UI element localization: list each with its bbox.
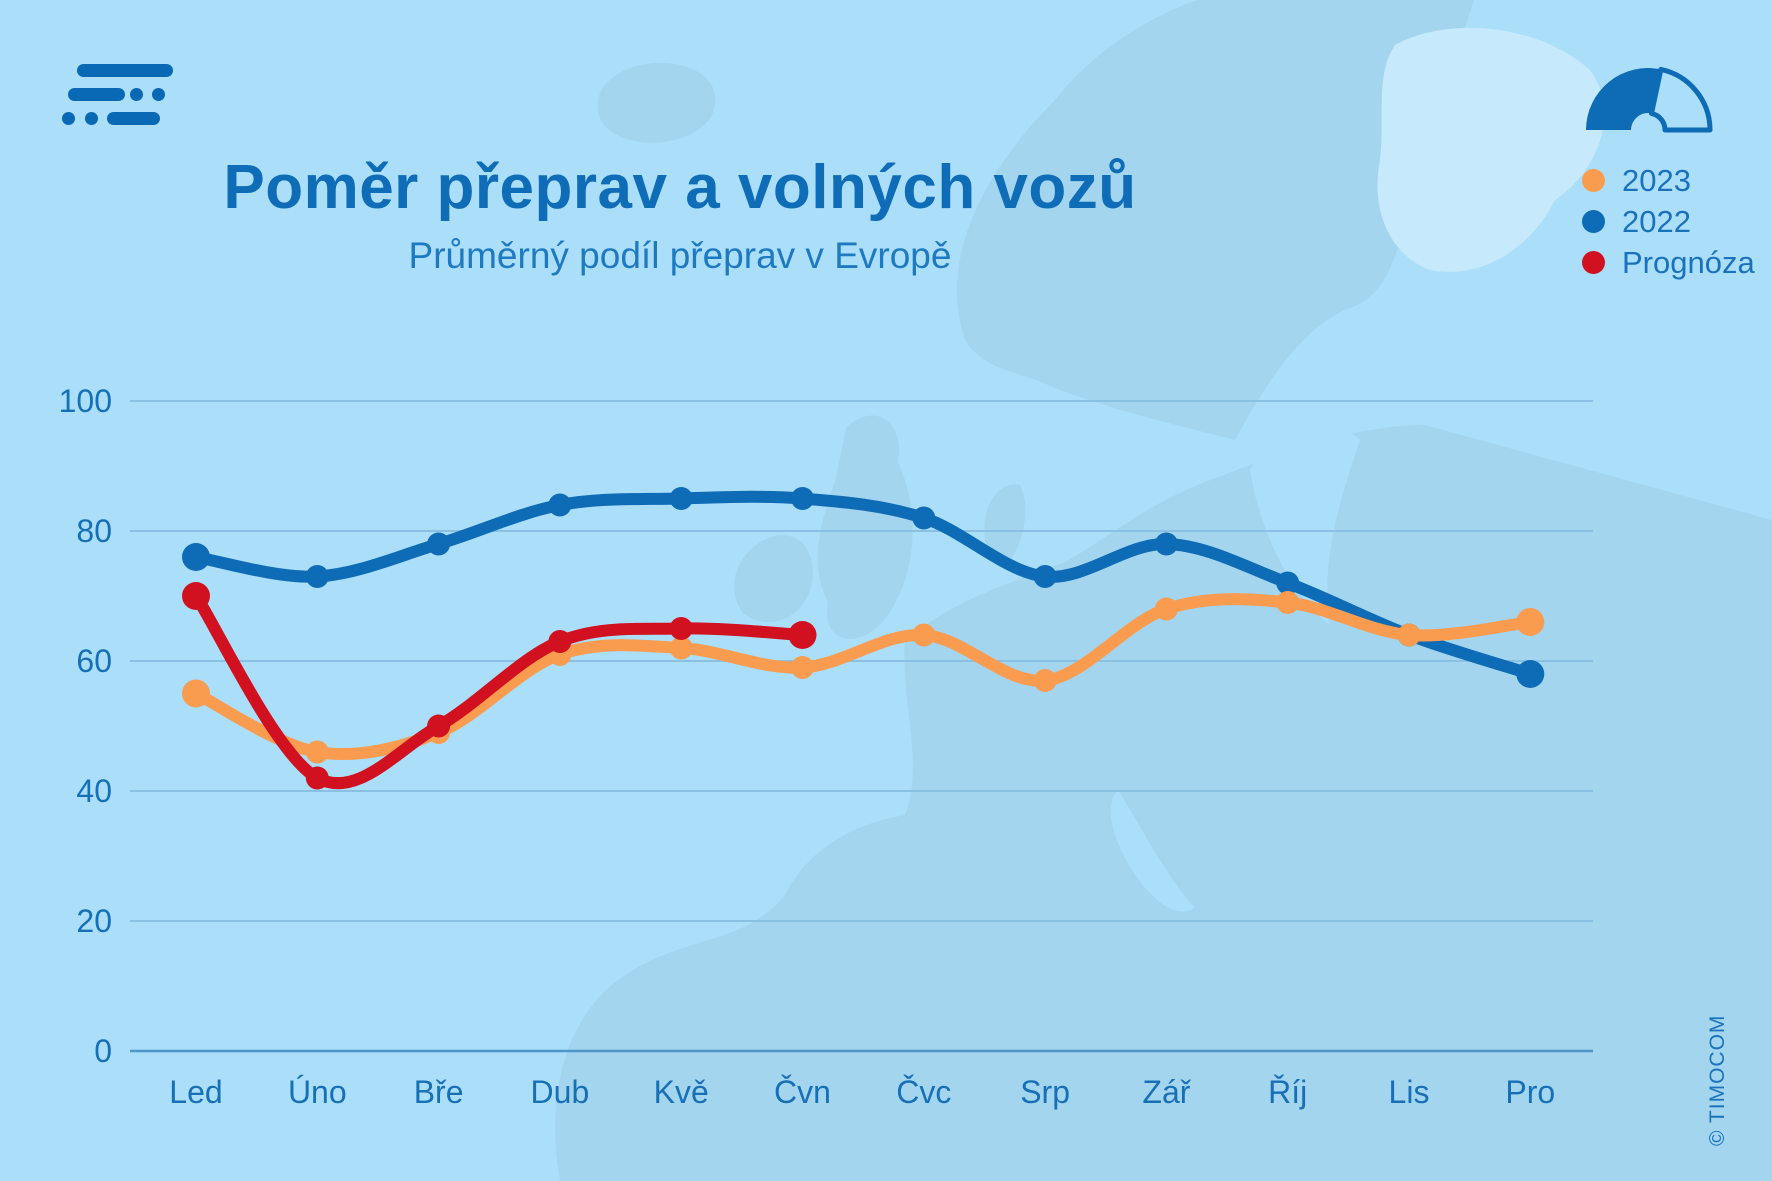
legend-dot-2023 bbox=[1582, 169, 1605, 192]
map-great-britain bbox=[817, 415, 913, 639]
data-point-2022-Dub bbox=[548, 493, 572, 517]
y-axis-label-20: 20 bbox=[76, 903, 112, 939]
legend-item-2022: 2022 bbox=[1582, 201, 1755, 242]
legend-label-prognoza: Prognóza bbox=[1622, 244, 1755, 280]
legend-item-prognoza: Prognóza bbox=[1582, 242, 1755, 283]
data-point-Prognóza-Kvě bbox=[669, 617, 693, 640]
speedometer-gauge-icon bbox=[1586, 66, 1713, 133]
data-point-2022-Pro bbox=[1516, 660, 1545, 688]
data-point-2022-Zář bbox=[1154, 532, 1178, 556]
map-baltic-sea bbox=[1250, 423, 1360, 625]
x-axis-label-Pro: Pro bbox=[1505, 1074, 1555, 1110]
data-point-Prognóza-Led bbox=[182, 582, 210, 610]
copyright-text: © TIMOCOM bbox=[1706, 1014, 1729, 1146]
map-ireland bbox=[734, 535, 813, 623]
x-axis-label-Dub: Dub bbox=[531, 1074, 590, 1110]
data-point-2023-Lis bbox=[1397, 623, 1421, 647]
logo-dot bbox=[130, 88, 143, 101]
gauge-filled-sector bbox=[1586, 68, 1661, 130]
data-point-2023-Říj bbox=[1276, 591, 1300, 614]
data-point-2022-Úno bbox=[305, 565, 329, 588]
data-point-2022-Čvc bbox=[912, 506, 936, 530]
x-axis-label-Úno: Úno bbox=[288, 1074, 347, 1110]
data-point-2023-Úno bbox=[305, 740, 329, 764]
data-point-2023-Pro bbox=[1516, 608, 1545, 636]
chart-legend: 2023 2022 Prognóza bbox=[1582, 160, 1755, 283]
legend-label-2022: 2022 bbox=[1622, 203, 1691, 239]
data-point-2022-Kvě bbox=[669, 487, 693, 510]
x-axis-label-Kvě: Kvě bbox=[654, 1074, 709, 1110]
data-point-2022-Říj bbox=[1276, 571, 1300, 595]
data-point-2023-Led bbox=[182, 679, 210, 708]
x-axis-label-Lis: Lis bbox=[1389, 1074, 1430, 1110]
logo-bar bbox=[77, 64, 173, 77]
map-norway-highlight bbox=[1377, 27, 1605, 272]
x-axis-label-Říj: Říj bbox=[1268, 1074, 1307, 1110]
data-point-2023-Srp bbox=[1033, 669, 1057, 692]
x-axis-label-Čvc: Čvc bbox=[896, 1074, 951, 1110]
data-point-Prognóza-Bře bbox=[427, 714, 451, 738]
data-point-2022-Led bbox=[182, 543, 210, 571]
logo-bar bbox=[107, 112, 160, 125]
data-point-2023-Zář bbox=[1154, 597, 1178, 621]
map-adriatic-sea bbox=[1110, 790, 1195, 912]
data-point-Prognóza-Čvn bbox=[788, 621, 817, 649]
chart-subtitle: Průměrný podíl přeprav v Evropě bbox=[408, 235, 952, 276]
chart-header: Poměr přeprav a volných vozů Průměrný po… bbox=[80, 152, 1280, 277]
map-mainland bbox=[555, 425, 1772, 1181]
x-axis-label-Led: Led bbox=[169, 1074, 222, 1110]
logo-dot bbox=[152, 88, 165, 101]
y-axis-label-100: 100 bbox=[59, 383, 112, 419]
logo-dot bbox=[85, 112, 98, 125]
data-point-2023-Čvn bbox=[791, 656, 814, 679]
data-point-2022-Bře bbox=[427, 532, 451, 556]
data-point-2023-Čvc bbox=[912, 623, 936, 647]
y-axis-label-60: 60 bbox=[76, 643, 112, 679]
x-axis-label-Srp: Srp bbox=[1020, 1074, 1070, 1110]
y-axis-label-40: 40 bbox=[76, 773, 112, 809]
legend-dot-2022 bbox=[1582, 210, 1605, 233]
x-axis-label-Bře: Bře bbox=[414, 1074, 464, 1110]
series-line-2023 bbox=[190, 593, 1537, 760]
chart-title: Poměr přeprav a volných vozů bbox=[223, 153, 1137, 222]
y-axis-label-80: 80 bbox=[76, 513, 112, 549]
legend-label-2023: 2023 bbox=[1622, 162, 1691, 198]
map-scandinavia bbox=[957, 0, 1474, 440]
data-point-Prognóza-Úno bbox=[305, 766, 329, 790]
legend-item-2023: 2023 bbox=[1582, 160, 1755, 201]
legend-dot-prognoza bbox=[1582, 251, 1605, 274]
data-point-2022-Čvn bbox=[791, 487, 814, 510]
logo-dot bbox=[62, 112, 75, 125]
data-point-2023-Kvě bbox=[669, 636, 693, 660]
x-axis-label-Čvn: Čvn bbox=[774, 1074, 831, 1110]
map-denmark bbox=[984, 484, 1026, 560]
data-point-2022-Srp bbox=[1033, 565, 1057, 588]
x-axis-label-Zář: Zář bbox=[1142, 1074, 1191, 1110]
timocom-logo bbox=[62, 64, 173, 125]
map-iceland bbox=[597, 62, 716, 143]
series-line-2022 bbox=[190, 490, 1537, 680]
logo-bar bbox=[68, 88, 125, 101]
gauge-outline-sector bbox=[1649, 66, 1713, 133]
data-point-Prognóza-Dub bbox=[548, 630, 572, 653]
y-axis-label-0: 0 bbox=[94, 1033, 112, 1069]
